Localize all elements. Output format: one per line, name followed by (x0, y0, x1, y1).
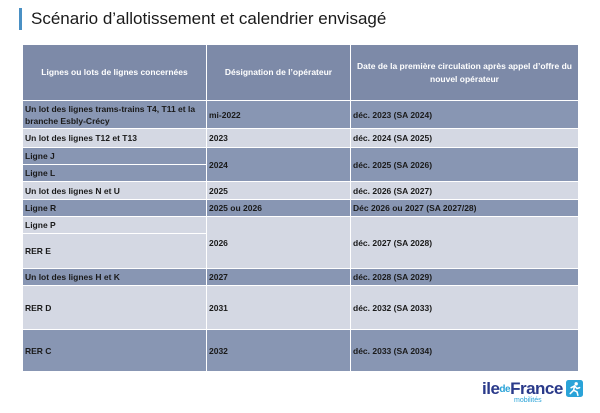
title-accent-bar (19, 8, 22, 30)
logo-word-france: France (510, 379, 563, 398)
lot-cell: Ligne J (22, 147, 207, 165)
designation-cell: 2025 ou 2026 (206, 199, 351, 217)
table-row: Ligne P 2026 déc. 2027 (SA 2028) (22, 216, 579, 269)
title-area: Scénario d’allotissement et calendrier e… (19, 8, 386, 30)
date-cell: déc. 2028 (SA 2029) (350, 268, 579, 286)
designation-cell: 2031 (206, 285, 351, 330)
lot-cell: RER C (22, 329, 207, 372)
table-row: Un lot des lignes trams-trains T4, T11 e… (22, 100, 579, 129)
schedule-table: Lignes ou lots de lignes concernées Dési… (22, 44, 579, 372)
header-designation: Désignation de l’opérateur (206, 44, 351, 101)
table-row: Ligne R 2025 ou 2026 Déc 2026 ou 2027 (S… (22, 199, 579, 217)
logo-wordmark: iledeFrance (482, 379, 563, 399)
header-lines: Lignes ou lots de lignes concernées (22, 44, 207, 101)
table-row: RER C 2032 déc. 2033 (SA 2034) (22, 329, 579, 372)
table-row: RER D 2031 déc. 2032 (SA 2033) (22, 285, 579, 330)
lot-cell: Un lot des lignes H et K (22, 268, 207, 286)
designation-cell: 2024 (206, 147, 351, 182)
lot-cell: Un lot des lignes N et U (22, 181, 207, 200)
lot-cell: Ligne P (22, 216, 207, 234)
date-cell: déc. 2027 (SA 2028) (350, 216, 579, 269)
date-cell: déc. 2024 (SA 2025) (350, 128, 579, 148)
date-cell: déc. 2032 (SA 2033) (350, 285, 579, 330)
designation-cell: 2027 (206, 268, 351, 286)
designation-cell: 2026 (206, 216, 351, 269)
date-cell: déc. 2023 (SA 2024) (350, 100, 579, 129)
header-first-run-date: Date de la première circulation après ap… (350, 44, 579, 101)
lot-cell: Un lot des lignes T12 et T13 (22, 128, 207, 148)
date-cell: déc. 2033 (SA 2034) (350, 329, 579, 372)
lot-cell: Ligne L (22, 164, 207, 182)
date-cell: Déc 2026 ou 2027 (SA 2027/28) (350, 199, 579, 217)
idf-mobilites-logo: iledeFrance mobilités (482, 377, 583, 405)
lot-cell: Ligne R (22, 199, 207, 217)
designation-cell: 2025 (206, 181, 351, 200)
lot-cell: RER E (22, 233, 207, 269)
logo-subtitle: mobilités (514, 397, 542, 404)
table-row: Ligne L (22, 164, 579, 182)
designation-cell: 2023 (206, 128, 351, 148)
date-cell: déc. 2026 (SA 2027) (350, 181, 579, 200)
table-row: Un lot des lignes N et U 2025 déc. 2026 … (22, 181, 579, 200)
table-row: Un lot des lignes H et K 2027 déc. 2028 … (22, 268, 579, 286)
table-row: Un lot des lignes T12 et T13 2023 déc. 2… (22, 128, 579, 148)
date-cell: déc. 2025 (SA 2026) (350, 147, 579, 182)
lot-cell: RER D (22, 285, 207, 330)
table-header-row: Lignes ou lots de lignes concernées Dési… (22, 44, 579, 101)
designation-cell: mi-2022 (206, 100, 351, 129)
page-title: Scénario d’allotissement et calendrier e… (31, 9, 387, 28)
designation-cell: 2032 (206, 329, 351, 372)
runner-icon (566, 380, 583, 397)
logo-word-ile: ile (482, 379, 500, 398)
logo-word-de: de (499, 384, 511, 395)
table-row: RER E (22, 233, 579, 269)
table-row: Ligne J 2024 déc. 2025 (SA 2026) (22, 147, 579, 182)
lot-cell: Un lot des lignes trams-trains T4, T11 e… (22, 100, 207, 129)
